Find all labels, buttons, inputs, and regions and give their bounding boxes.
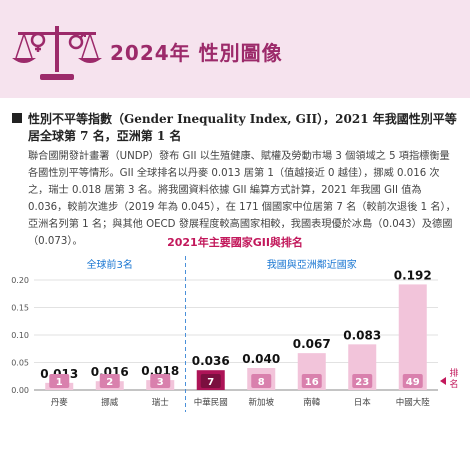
category-label: 中國大陸 [396,397,431,408]
square-bullet-icon [12,113,22,123]
data-label: 0.018 [141,364,179,378]
gender-scale-logo-icon [12,26,102,80]
data-label: 0.083 [343,328,381,342]
data-label: 0.036 [192,354,230,368]
group-label: 我國與亞洲鄰近國家 [267,258,357,271]
rank-box [301,374,322,388]
section-paragraph: 聯合國開發計畫署（UNDP）發布 GII 以生殖健康、賦權及勞動市場 3 個領域… [28,151,456,247]
rank-label: 16 [305,377,319,388]
section-heading: 性別不平等指數（Gender Inequality Index, GII），20… [28,112,457,143]
rank-label: 8 [258,377,265,388]
header-title: 2024年 性別圖像 [110,41,283,65]
rank-box [49,374,70,388]
y-tick-label: 0.00 [11,386,29,395]
category-label: 新加坡 [248,397,274,408]
rank-box [402,374,423,388]
data-label: 0.067 [293,337,331,351]
y-tick-label: 0.05 [11,359,29,368]
rank-box [200,374,221,388]
header-band [0,0,470,98]
legend-label-cont: 名 [449,378,458,390]
rank-label: 49 [406,377,420,388]
data-label: 0.040 [242,352,280,366]
category-label: 中華民國 [194,397,228,408]
y-tick-label: 0.10 [11,331,29,340]
rank-box [99,374,120,388]
category-label: 南韓 [303,397,321,408]
y-tick-label: 0.15 [11,304,29,313]
rank-label: 1 [56,377,63,388]
rank-label: 3 [157,377,164,388]
category-label: 日本 [354,397,372,408]
y-tick-label: 0.20 [11,276,29,285]
data-label: 0.192 [394,268,432,282]
rank-label: 7 [207,377,214,388]
rank-box [251,374,272,388]
rank-box [352,374,373,388]
category-label: 瑞士 [152,397,170,408]
bar-7 [398,284,427,390]
category-label: 丹麥 [51,397,69,408]
category-label: 挪威 [101,397,119,408]
rank-box [150,374,171,388]
group-label: 全球前3名 [87,258,133,271]
rank-label: 2 [106,377,113,388]
gii-bar-chart: 2021年主要國家GII與排名0.000.050.100.150.200.013… [11,235,459,412]
chart-title: 2021年主要國家GII與排名 [167,235,303,249]
legend-label: 排 [449,367,458,379]
rank-label: 23 [355,377,369,388]
legend-arrow-icon [440,377,446,385]
